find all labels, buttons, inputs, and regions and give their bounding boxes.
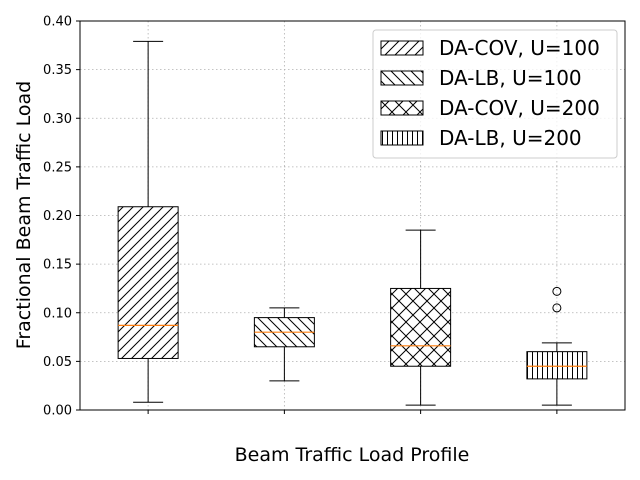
legend-frame (372, 29, 618, 159)
y-tick-label: 0.00 (43, 404, 72, 419)
box (390, 287, 452, 367)
legend-label-dacov-u200: DA-COV, U=200 (439, 96, 600, 120)
box-group-1 (117, 40, 179, 403)
y-tick-label: 0.35 (43, 63, 72, 78)
legend-label-dalb-u100: DA-LB, U=100 (439, 66, 582, 90)
y-tick-label: 0.25 (43, 160, 72, 175)
box-group-2 (253, 307, 315, 382)
box (117, 206, 179, 359)
y-tick-label: 0.20 (43, 209, 72, 224)
box-group-3 (390, 229, 452, 406)
legend-swatch-dacov-u200 (380, 100, 424, 116)
y-tick-label: 0.05 (43, 355, 72, 370)
y-tick-label: 0.30 (43, 112, 72, 127)
y-tick-label: 0.10 (43, 306, 72, 321)
x-axis-label: Beam Traffic Load Profile (235, 444, 470, 466)
legend-swatch-dacov-u100 (380, 40, 424, 56)
y-tick-label: 0.40 (43, 15, 72, 30)
legend: DA-COV, U=100 DA-LB, U=100 DA-COV, U=200… (372, 29, 618, 159)
boxes (117, 40, 588, 406)
outlier-point (552, 286, 562, 296)
box (526, 351, 588, 380)
legend-swatch-dalb-u200 (380, 130, 424, 146)
legend-swatch-dalb-u100 (380, 70, 424, 86)
outlier-point (552, 303, 562, 313)
y-ticks: 0.00 0.05 0.10 0.15 0.20 0.25 0.30 0.35 0.40 (43, 15, 80, 419)
y-axis-label: Fractional Beam Traffic Load (13, 81, 35, 349)
x-ticks (147, 410, 558, 414)
legend-label-dalb-u200: DA-LB, U=200 (439, 126, 582, 150)
y-tick-label: 0.15 (43, 258, 72, 273)
box-group-4 (526, 286, 588, 406)
legend-label-dacov-u100: DA-COV, U=100 (439, 36, 600, 60)
